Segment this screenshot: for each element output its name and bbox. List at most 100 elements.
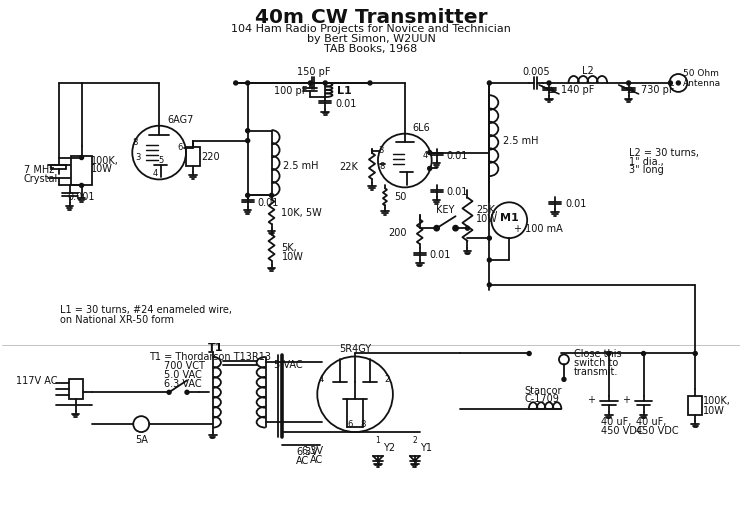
Text: 7 MHz: 7 MHz bbox=[24, 166, 54, 175]
Circle shape bbox=[435, 226, 439, 230]
Circle shape bbox=[487, 81, 491, 85]
Text: 4: 4 bbox=[153, 169, 158, 178]
Circle shape bbox=[487, 258, 491, 262]
Text: TAB Books, 1968: TAB Books, 1968 bbox=[324, 44, 418, 54]
Text: 0.01: 0.01 bbox=[565, 199, 586, 209]
Circle shape bbox=[607, 351, 611, 356]
Text: 10W: 10W bbox=[476, 214, 499, 224]
Text: 10K, 5W: 10K, 5W bbox=[281, 208, 322, 218]
Text: 0.01: 0.01 bbox=[430, 250, 451, 260]
Text: 8: 8 bbox=[361, 420, 366, 429]
Bar bbox=[51, 165, 67, 169]
Text: 7: 7 bbox=[375, 461, 381, 470]
Text: 8: 8 bbox=[133, 138, 138, 147]
Text: 6.3V: 6.3V bbox=[296, 447, 318, 457]
Text: 6L6: 6L6 bbox=[413, 122, 430, 133]
Text: 0.001: 0.001 bbox=[68, 193, 95, 202]
Text: 6,3V: 6,3V bbox=[301, 446, 324, 456]
Text: 700 VCT: 700 VCT bbox=[164, 361, 205, 372]
Circle shape bbox=[669, 81, 672, 85]
Text: on National XR-50 form: on National XR-50 form bbox=[59, 315, 174, 325]
Circle shape bbox=[269, 194, 274, 197]
Text: 2.5 mH: 2.5 mH bbox=[283, 160, 319, 171]
Text: Y1: Y1 bbox=[420, 443, 432, 453]
Circle shape bbox=[677, 81, 680, 85]
Circle shape bbox=[167, 390, 171, 394]
Text: 5 VAC: 5 VAC bbox=[274, 360, 302, 371]
Text: AC: AC bbox=[310, 455, 324, 465]
Bar bbox=[68, 379, 82, 399]
Text: transmit.: transmit. bbox=[574, 367, 618, 377]
Circle shape bbox=[185, 390, 189, 394]
Text: 140 pF: 140 pF bbox=[561, 85, 594, 95]
Text: 3" long: 3" long bbox=[628, 166, 663, 175]
Text: 6.3 VAC: 6.3 VAC bbox=[164, 379, 202, 389]
Text: 40m CW Transmitter: 40m CW Transmitter bbox=[255, 8, 487, 27]
Text: 2: 2 bbox=[384, 375, 390, 384]
Text: 5R4GY: 5R4GY bbox=[339, 344, 371, 353]
Text: +: + bbox=[622, 395, 630, 405]
Text: by Bert Simon, W2UUN: by Bert Simon, W2UUN bbox=[306, 34, 436, 44]
Text: 3: 3 bbox=[378, 146, 384, 155]
Circle shape bbox=[246, 139, 249, 143]
Text: 0.01: 0.01 bbox=[335, 99, 357, 109]
Text: +: + bbox=[587, 395, 595, 405]
Text: 0.01: 0.01 bbox=[257, 198, 279, 208]
Bar bbox=[186, 147, 200, 166]
Text: 200: 200 bbox=[388, 228, 407, 238]
Circle shape bbox=[693, 351, 697, 356]
Text: 2.5 mH: 2.5 mH bbox=[503, 135, 539, 146]
Text: 3: 3 bbox=[136, 153, 141, 162]
Circle shape bbox=[427, 167, 432, 170]
Circle shape bbox=[246, 194, 249, 197]
Text: 100 pF: 100 pF bbox=[274, 86, 307, 96]
Circle shape bbox=[246, 129, 249, 133]
Text: 50: 50 bbox=[394, 193, 407, 202]
Circle shape bbox=[453, 226, 458, 230]
Text: Stancor: Stancor bbox=[524, 386, 562, 397]
Circle shape bbox=[246, 81, 249, 85]
Circle shape bbox=[427, 151, 432, 155]
Circle shape bbox=[547, 81, 551, 85]
Text: 25K,: 25K, bbox=[476, 206, 499, 215]
Text: 104 Ham Radio Projects for Novice and Technician: 104 Ham Radio Projects for Novice and Te… bbox=[231, 24, 511, 34]
Text: 0.005: 0.005 bbox=[522, 67, 550, 77]
Text: L1: L1 bbox=[337, 86, 352, 96]
Text: Antenna: Antenna bbox=[683, 79, 721, 88]
Text: L2 = 30 turns,: L2 = 30 turns, bbox=[628, 147, 699, 158]
Text: 0.01: 0.01 bbox=[447, 151, 468, 160]
Circle shape bbox=[324, 81, 327, 85]
Text: 10W: 10W bbox=[91, 165, 112, 174]
Text: 100K,: 100K, bbox=[91, 156, 119, 166]
Text: Crystal: Crystal bbox=[24, 174, 58, 184]
Text: 6: 6 bbox=[177, 143, 183, 152]
Text: 10W: 10W bbox=[281, 252, 303, 262]
Text: 10W: 10W bbox=[703, 406, 725, 416]
Text: AC: AC bbox=[296, 456, 309, 466]
Text: 150 pF: 150 pF bbox=[297, 67, 330, 77]
Bar bbox=[689, 395, 702, 415]
Text: C-1709: C-1709 bbox=[524, 394, 559, 404]
Circle shape bbox=[79, 183, 84, 187]
Text: KEY: KEY bbox=[436, 206, 455, 215]
Circle shape bbox=[465, 226, 470, 230]
Circle shape bbox=[487, 236, 491, 240]
Text: 22K: 22K bbox=[339, 161, 358, 171]
Text: T1: T1 bbox=[208, 343, 223, 352]
Circle shape bbox=[562, 377, 566, 381]
Circle shape bbox=[487, 283, 491, 287]
Text: 4: 4 bbox=[423, 151, 428, 160]
Text: 2: 2 bbox=[413, 435, 417, 445]
Text: 1: 1 bbox=[375, 435, 381, 445]
Text: 0.01: 0.01 bbox=[447, 187, 468, 197]
Text: 1" dia.,: 1" dia., bbox=[628, 157, 663, 167]
Text: 5K,: 5K, bbox=[281, 243, 298, 253]
Text: 5: 5 bbox=[159, 156, 164, 165]
Text: switch to: switch to bbox=[574, 359, 618, 368]
Text: 5.0 VAC: 5.0 VAC bbox=[164, 371, 202, 380]
Circle shape bbox=[234, 81, 237, 85]
Circle shape bbox=[79, 156, 84, 159]
Text: Close this: Close this bbox=[574, 349, 622, 360]
Text: L1 = 30 turns, #24 enameled wire,: L1 = 30 turns, #24 enameled wire, bbox=[59, 305, 232, 315]
Text: 730 pF: 730 pF bbox=[640, 85, 674, 95]
